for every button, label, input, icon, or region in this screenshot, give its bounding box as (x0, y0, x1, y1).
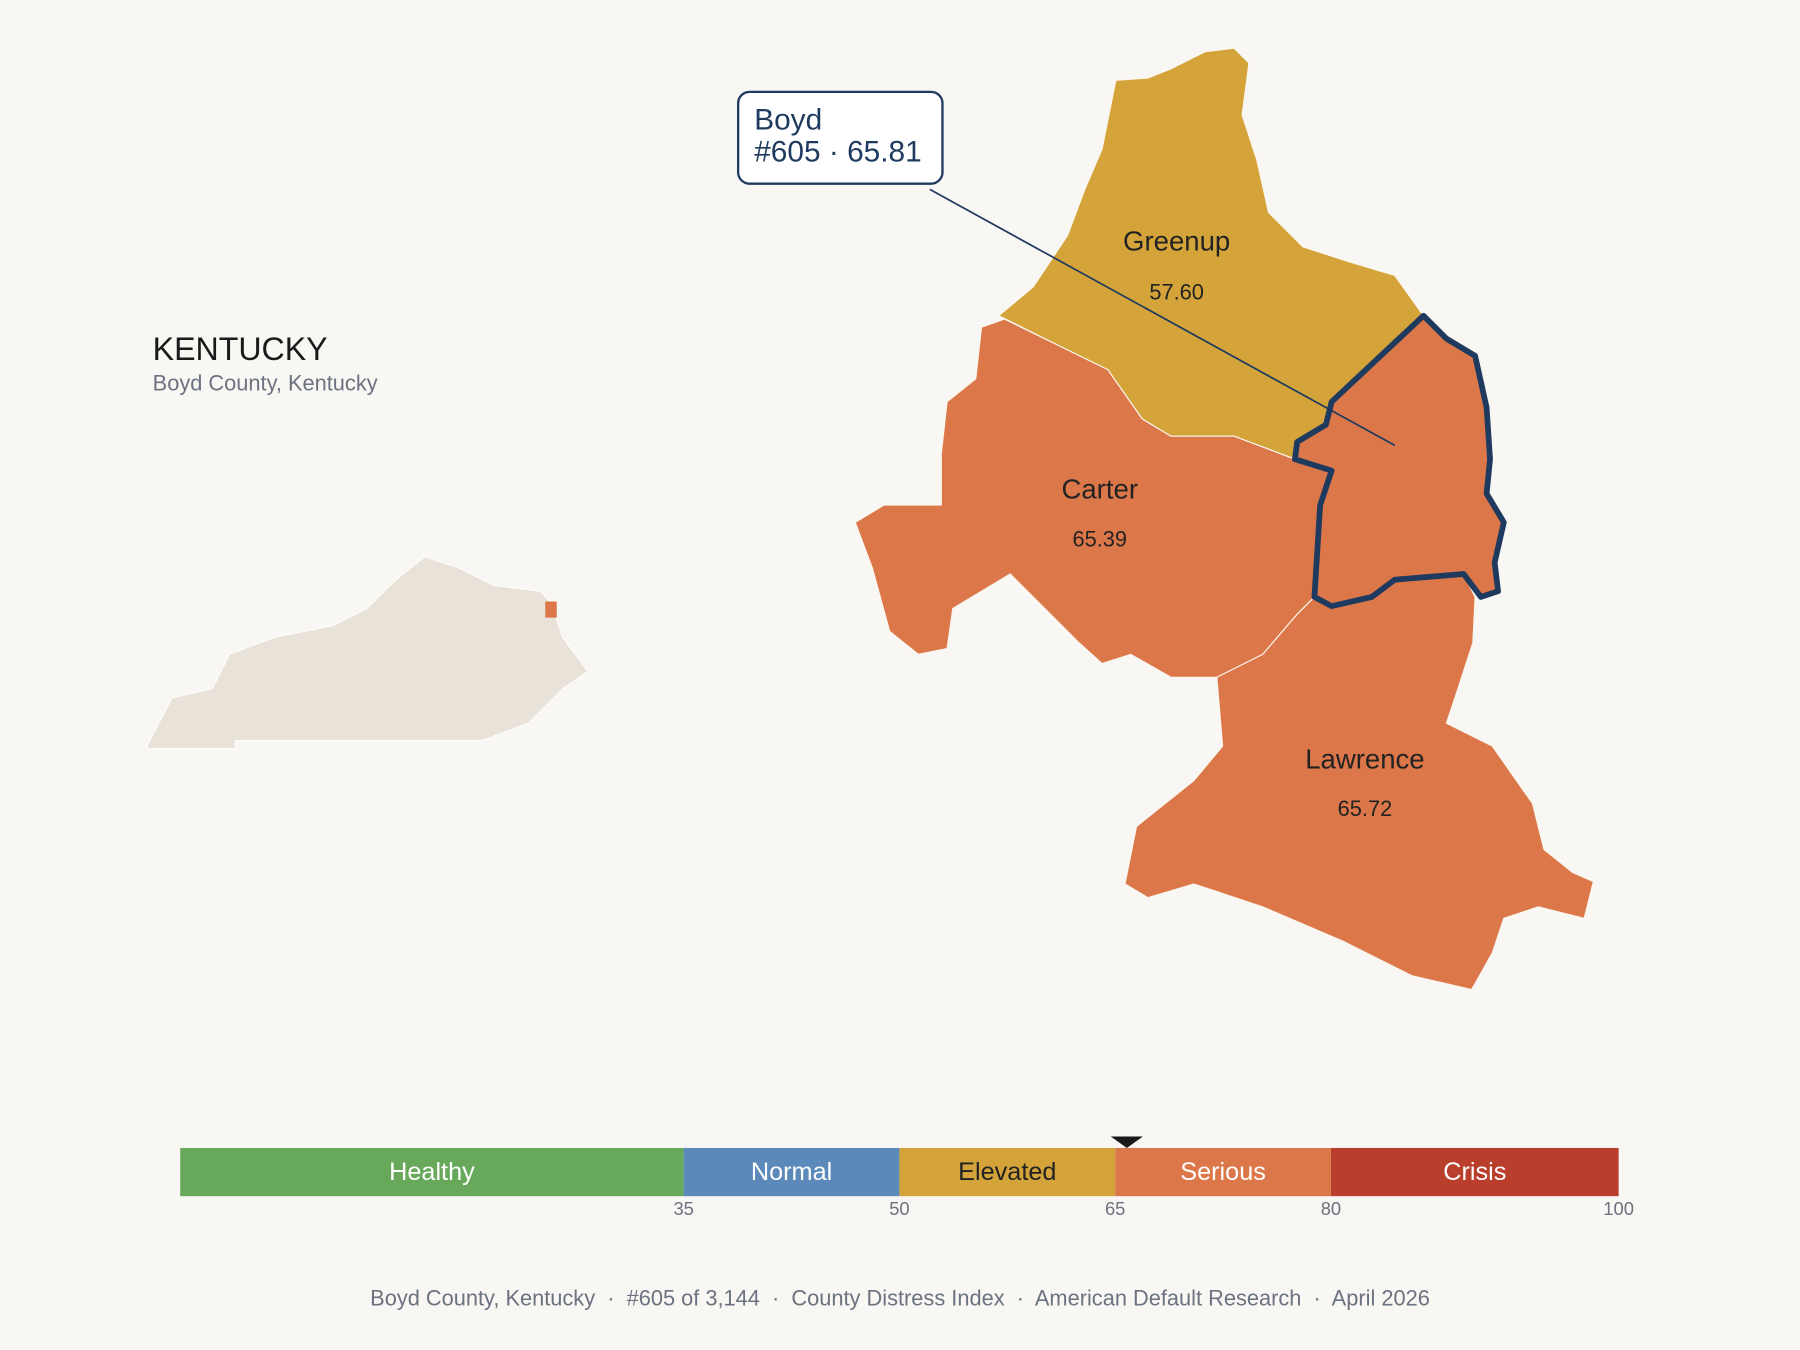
scale-band (899, 1147, 1116, 1197)
tick-label: 100 (1603, 1198, 1634, 1219)
county-score: 65.39 (1072, 526, 1127, 551)
state-outline (146, 556, 589, 749)
band-label: Crisis (1443, 1158, 1506, 1186)
tick-label: 80 (1321, 1198, 1341, 1219)
scale-band (180, 1147, 684, 1197)
tick-label: 50 (889, 1198, 909, 1219)
footer: Boyd County, Kentucky · #605 of 3,144 · … (370, 1285, 1430, 1310)
county-carter[interactable] (854, 318, 1333, 678)
scale: Healthy Normal Elevated Serious Crisis 35 50 65… (180, 1136, 1634, 1219)
band-label: Serious (1180, 1158, 1266, 1186)
scale-band (1330, 1147, 1619, 1197)
county-score: 65.72 (1338, 796, 1393, 821)
callout-detail: #605 · 65.81 (754, 136, 922, 169)
title: KENTUCKY (153, 331, 328, 367)
county-boyd[interactable] (1292, 312, 1507, 609)
scale-band (1115, 1147, 1331, 1197)
county-name: Carter (1061, 474, 1138, 505)
band-label: Elevated (958, 1158, 1056, 1186)
county-name: Greenup (1123, 226, 1230, 257)
band-label: Normal (751, 1158, 832, 1186)
band-label: Healthy (389, 1158, 475, 1186)
subtitle: Boyd County, Kentucky (153, 370, 378, 395)
callout-box (736, 90, 944, 185)
scale-marker (1110, 1136, 1143, 1148)
tick-label: 35 (673, 1198, 693, 1219)
leader-line (929, 188, 1396, 447)
tick-label: 65 (1105, 1198, 1125, 1219)
county-score: 57.60 (1149, 280, 1204, 305)
county-name: Lawrence (1305, 743, 1424, 774)
scale-band (683, 1147, 900, 1197)
state-highlight (545, 601, 557, 618)
county-lawrence[interactable] (1124, 573, 1595, 991)
callout-name: Boyd (754, 104, 822, 137)
